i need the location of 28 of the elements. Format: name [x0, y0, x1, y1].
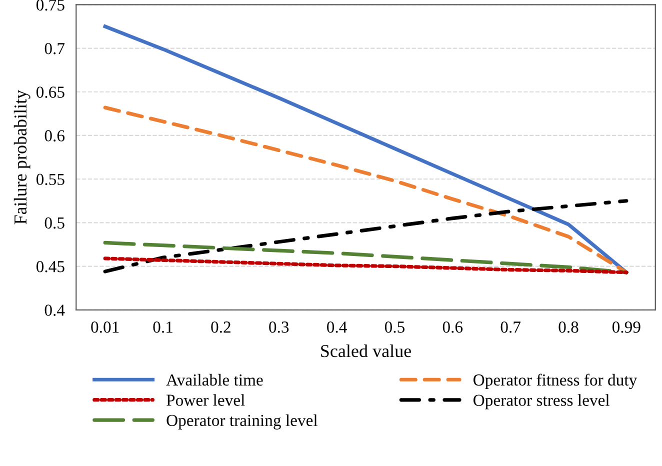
x-tick-label: 0.5	[384, 321, 404, 333]
y-tick-label: 0.5	[44, 217, 64, 229]
line-series	[103, 106, 628, 274]
x-tick-label: 0.2	[211, 321, 230, 333]
x-tick-label: 0.99	[612, 321, 640, 333]
legend-label: Power level	[166, 394, 245, 406]
line-series	[103, 24, 628, 274]
line-series	[103, 199, 628, 274]
y-tick-label: 0.65	[36, 86, 64, 98]
y-tick-label: 0.45	[36, 260, 64, 272]
x-axis-title: Scaled value	[321, 344, 411, 358]
y-tick-label: 0.7	[44, 42, 65, 54]
x-tick-label: 0.4	[327, 321, 347, 333]
legend-label: Operator fitness for duty	[474, 374, 638, 390]
y-tick-label: 0.6	[44, 130, 65, 142]
legend-label: Operator training level	[166, 414, 318, 430]
x-tick-label: 0.1	[153, 321, 172, 333]
y-tick-label: 0.55	[36, 174, 64, 186]
y-tick-label: 0.4	[44, 304, 65, 316]
x-tick-label: 0.01	[91, 321, 119, 333]
x-tick-label: 0.6	[442, 321, 463, 333]
legend-label: Available time	[166, 374, 263, 386]
legend-label: Operator stress level	[474, 394, 610, 410]
x-tick-label: 0.7	[500, 321, 521, 333]
x-tick-label: 0.8	[558, 321, 578, 333]
y-axis-title: Failure probability	[14, 90, 30, 224]
line-series	[103, 256, 628, 274]
x-tick-label: 0.3	[269, 321, 289, 333]
